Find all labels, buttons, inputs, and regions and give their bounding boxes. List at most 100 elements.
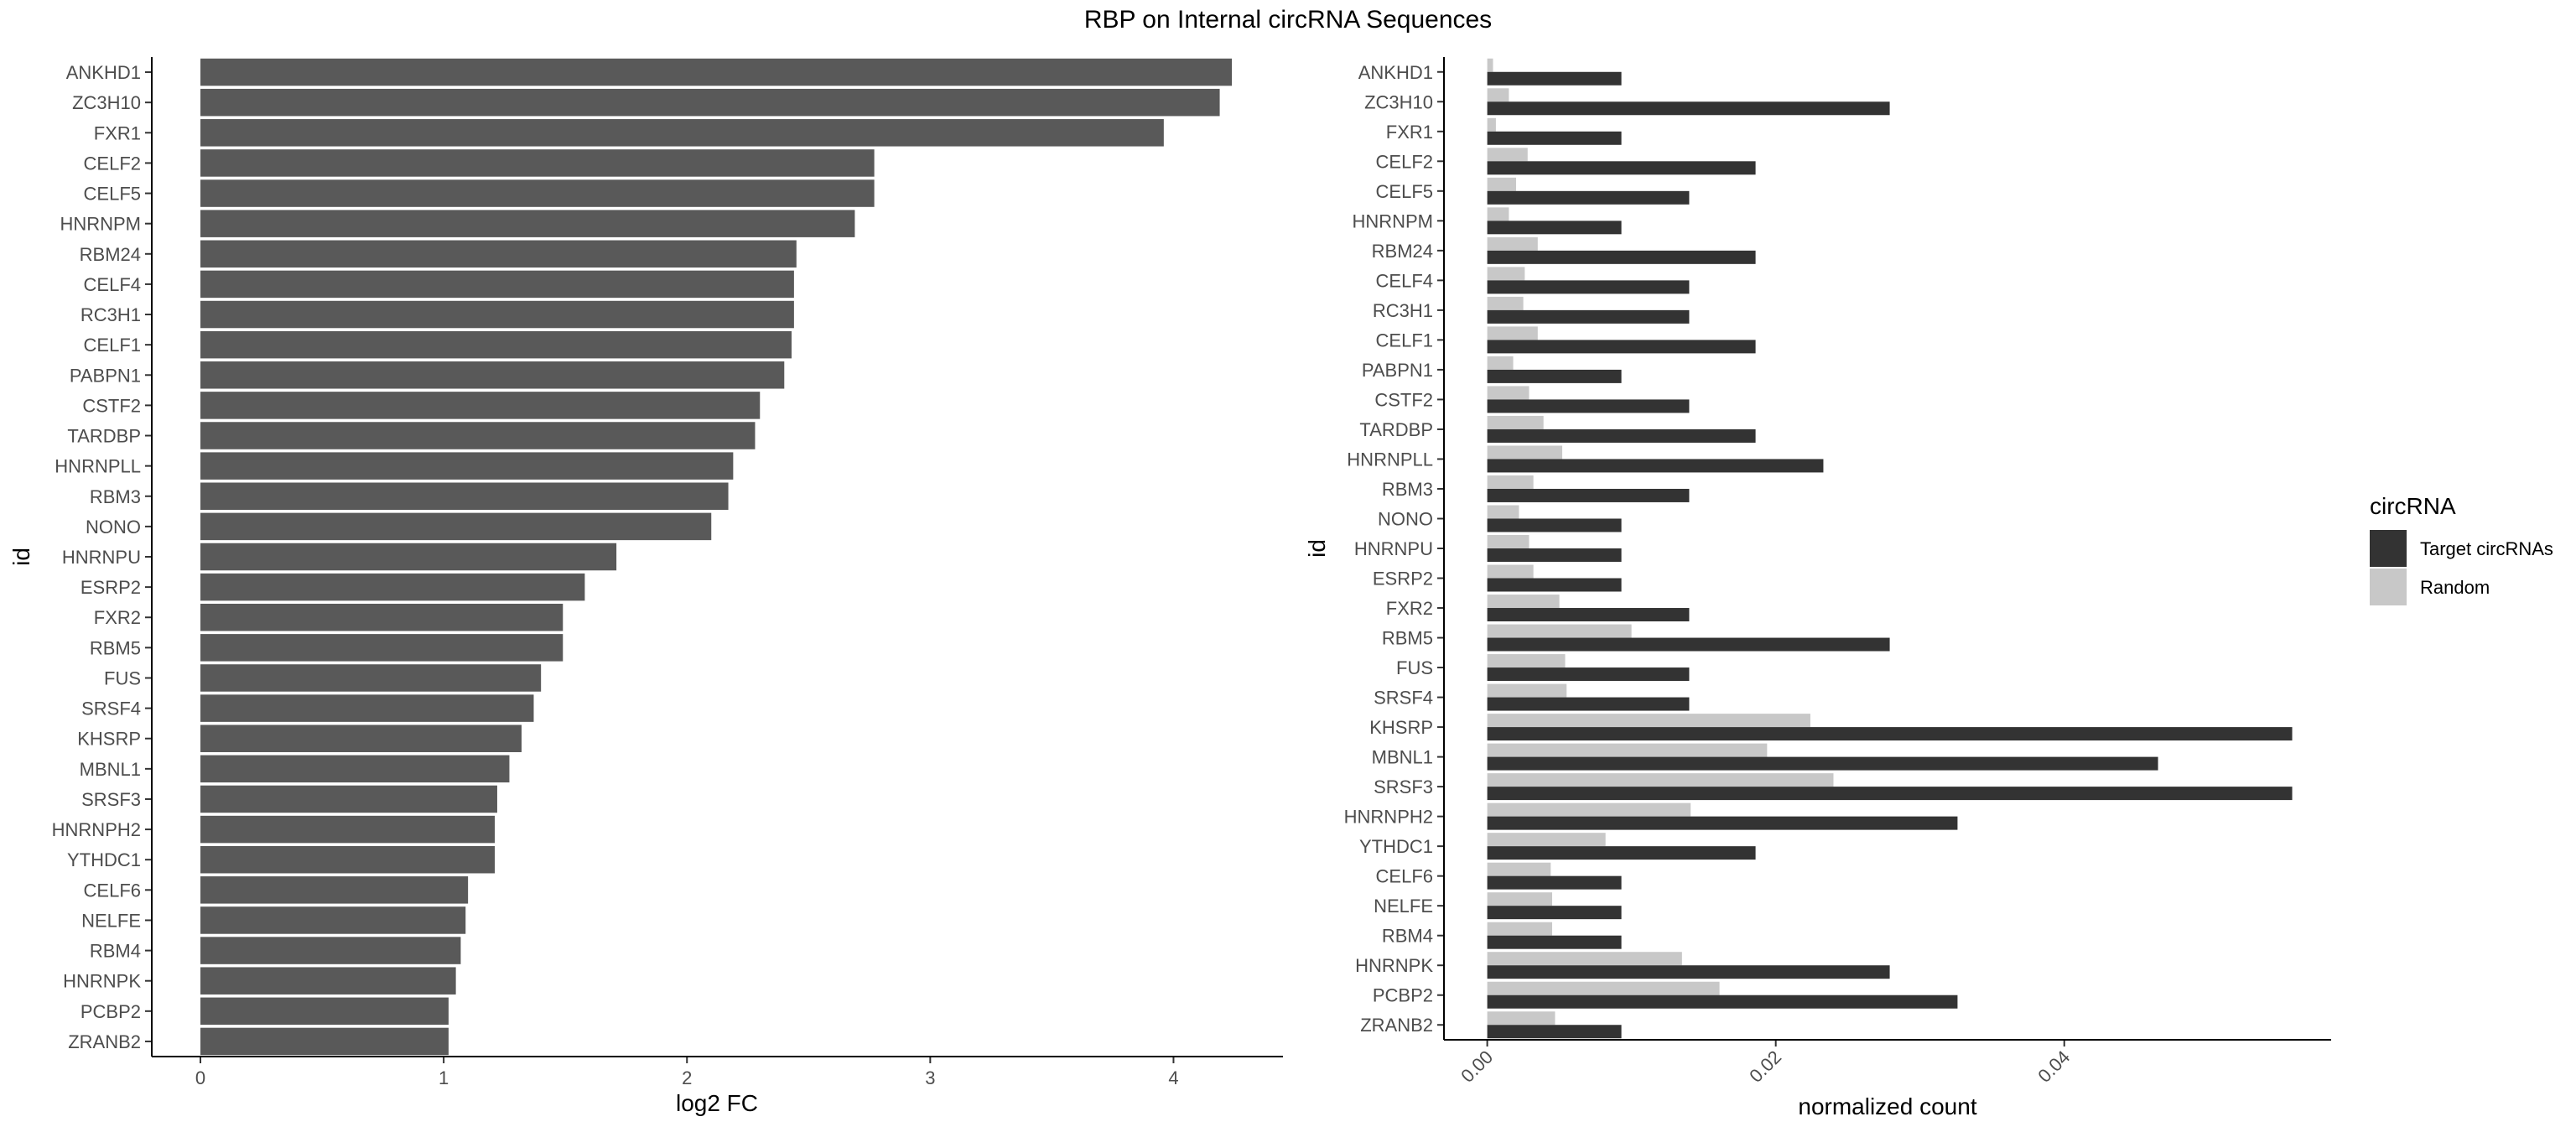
bar-esrp2 xyxy=(200,573,585,601)
bar-target-nono xyxy=(1487,518,1622,532)
bar-target-rbm3 xyxy=(1487,488,1690,502)
bar-target-nelfe xyxy=(1487,906,1622,920)
x-tick-label-2: 2 xyxy=(682,1067,692,1088)
bar-target-celf2 xyxy=(1487,161,1756,175)
y-tick-label-celf6: CELF6 xyxy=(84,880,141,901)
bar-random-rbm3 xyxy=(1487,475,1534,489)
bar-target-rbm5 xyxy=(1487,637,1890,652)
right-y-tick-label-hnrnpll: HNRNPLL xyxy=(1347,449,1433,470)
bar-target-srsf4 xyxy=(1487,697,1690,711)
bar-target-pabpn1 xyxy=(1487,369,1622,383)
bar-random-celf6 xyxy=(1487,862,1551,876)
bar-zc3h10 xyxy=(200,88,1220,117)
right-y-tick-labels: ANKHD1 ZC3H10 FXR1 CELF2 CELF5 HNRNPM RBM24 CEL… xyxy=(1344,62,1444,1036)
y-tick-label-celf5: CELF5 xyxy=(84,184,141,205)
right-y-tick-label-fus: FUS xyxy=(1396,657,1433,678)
left-x-axis-title: log2 FC xyxy=(676,1090,758,1116)
bar-target-celf4 xyxy=(1487,280,1690,294)
y-tick-label-celf1: CELF1 xyxy=(84,335,141,356)
y-tick-label-nelfe: NELFE xyxy=(81,910,141,931)
right-y-tick-label-pcbp2: PCBP2 xyxy=(1373,985,1433,1006)
bar-rbm4 xyxy=(200,937,461,964)
bar-target-rc3h1 xyxy=(1487,309,1690,324)
bar-rbm5 xyxy=(200,634,564,662)
legend-label-random: Random xyxy=(2420,577,2490,598)
y-tick-label-fxr2: FXR2 xyxy=(94,607,141,628)
bar-random-tardbp xyxy=(1487,415,1544,429)
bar-target-ankhd1 xyxy=(1487,71,1622,86)
bar-random-cstf2 xyxy=(1487,386,1530,400)
y-tick-label-celf2: CELF2 xyxy=(84,153,141,174)
right-y-tick-label-rbm5: RBM5 xyxy=(1382,628,1433,649)
bar-random-celf5 xyxy=(1487,177,1517,191)
right-y-tick-label-rc3h1: RC3H1 xyxy=(1373,300,1433,321)
right-x-tick-label-0: 0.00 xyxy=(1457,1046,1497,1087)
bar-target-zc3h10 xyxy=(1487,101,1890,116)
bar-random-srsf3 xyxy=(1487,773,1834,787)
right-y-tick-label-rbm3: RBM3 xyxy=(1382,479,1433,500)
bar-random-fus xyxy=(1487,654,1566,668)
bar-random-fxr1 xyxy=(1487,117,1496,132)
right-y-tick-label-nelfe: NELFE xyxy=(1374,896,1433,917)
bar-nelfe xyxy=(200,906,466,934)
y-tick-label-rbm24: RBM24 xyxy=(80,244,141,265)
right-y-tick-label-celf2: CELF2 xyxy=(1376,151,1433,172)
right-y-tick-label-hnrnpm: HNRNPM xyxy=(1352,210,1433,231)
bar-target-esrp2 xyxy=(1487,578,1622,592)
right-y-tick-label-zc3h10: ZC3H10 xyxy=(1364,91,1433,112)
bar-target-hnrnpll xyxy=(1487,459,1824,473)
y-tick-label-zranb2: ZRANB2 xyxy=(68,1031,141,1052)
bar-random-mbnl1 xyxy=(1487,743,1768,757)
bar-target-rbm4 xyxy=(1487,935,1622,949)
bar-khsrp xyxy=(200,724,522,752)
bar-target-celf6 xyxy=(1487,875,1622,890)
right-y-tick-label-celf1: CELF1 xyxy=(1376,330,1433,351)
bar-celf2 xyxy=(200,149,875,177)
bar-rbm3 xyxy=(200,482,729,511)
bar-hnrnpll xyxy=(200,452,734,480)
right-y-tick-label-nono: NONO xyxy=(1378,508,1433,529)
y-tick-label-rc3h1: RC3H1 xyxy=(80,304,141,325)
x-tick-label-1: 1 xyxy=(439,1067,449,1088)
bar-target-fxr1 xyxy=(1487,131,1622,145)
y-tick-label-zc3h10: ZC3H10 xyxy=(72,92,141,113)
y-tick-label-tardbp: TARDBP xyxy=(67,426,141,447)
bar-zranb2 xyxy=(200,1027,449,1056)
bar-random-rc3h1 xyxy=(1487,296,1524,310)
right-y-tick-label-ythdc1: YTHDC1 xyxy=(1359,836,1433,857)
bar-fxr1 xyxy=(200,119,1164,147)
bar-target-hnrnpu xyxy=(1487,548,1622,562)
bar-hnrnpu xyxy=(200,543,617,571)
right-y-tick-label-zranb2: ZRANB2 xyxy=(1360,1015,1433,1036)
legend-label-target: Target circRNAs xyxy=(2420,538,2553,559)
bar-target-srsf3 xyxy=(1487,787,2293,801)
bar-random-esrp2 xyxy=(1487,564,1534,579)
bar-celf5 xyxy=(200,179,875,207)
right-y-tick-label-khsrp: KHSRP xyxy=(1369,717,1433,738)
y-tick-label-hnrnpll: HNRNPLL xyxy=(55,456,141,477)
right-x-axis-title: normalized count xyxy=(1798,1093,1976,1119)
bar-random-hnrnpk xyxy=(1487,952,1682,966)
right-y-tick-label-celf5: CELF5 xyxy=(1376,181,1433,202)
bar-hnrnpm xyxy=(200,210,855,237)
bar-random-hnrnph2 xyxy=(1487,802,1691,817)
bar-target-ythdc1 xyxy=(1487,846,1756,860)
x-tick-label-0: 0 xyxy=(195,1067,205,1088)
y-tick-label-rbm3: RBM3 xyxy=(90,486,141,507)
right-y-tick-label-hnrnpk: HNRNPK xyxy=(1355,955,1433,976)
right-bars xyxy=(1487,58,2293,1039)
y-tick-label-rbm4: RBM4 xyxy=(90,941,141,962)
right-y-tick-label-pabpn1: PABPN1 xyxy=(1362,360,1433,381)
y-tick-label-fxr1: FXR1 xyxy=(94,122,141,143)
bar-target-cstf2 xyxy=(1487,399,1690,413)
bar-target-pcbp2 xyxy=(1487,995,1958,1009)
bar-random-nelfe xyxy=(1487,892,1553,906)
right-y-tick-label-srsf3: SRSF3 xyxy=(1374,776,1433,797)
bar-hnrnpk xyxy=(200,967,456,995)
bar-srsf4 xyxy=(200,694,534,722)
bar-cstf2 xyxy=(200,392,761,419)
x-tick-label-4: 4 xyxy=(1168,1067,1178,1088)
y-tick-label-hnrnph2: HNRNPH2 xyxy=(52,819,141,840)
right-y-tick-label-tardbp: TARDBP xyxy=(1359,419,1433,440)
